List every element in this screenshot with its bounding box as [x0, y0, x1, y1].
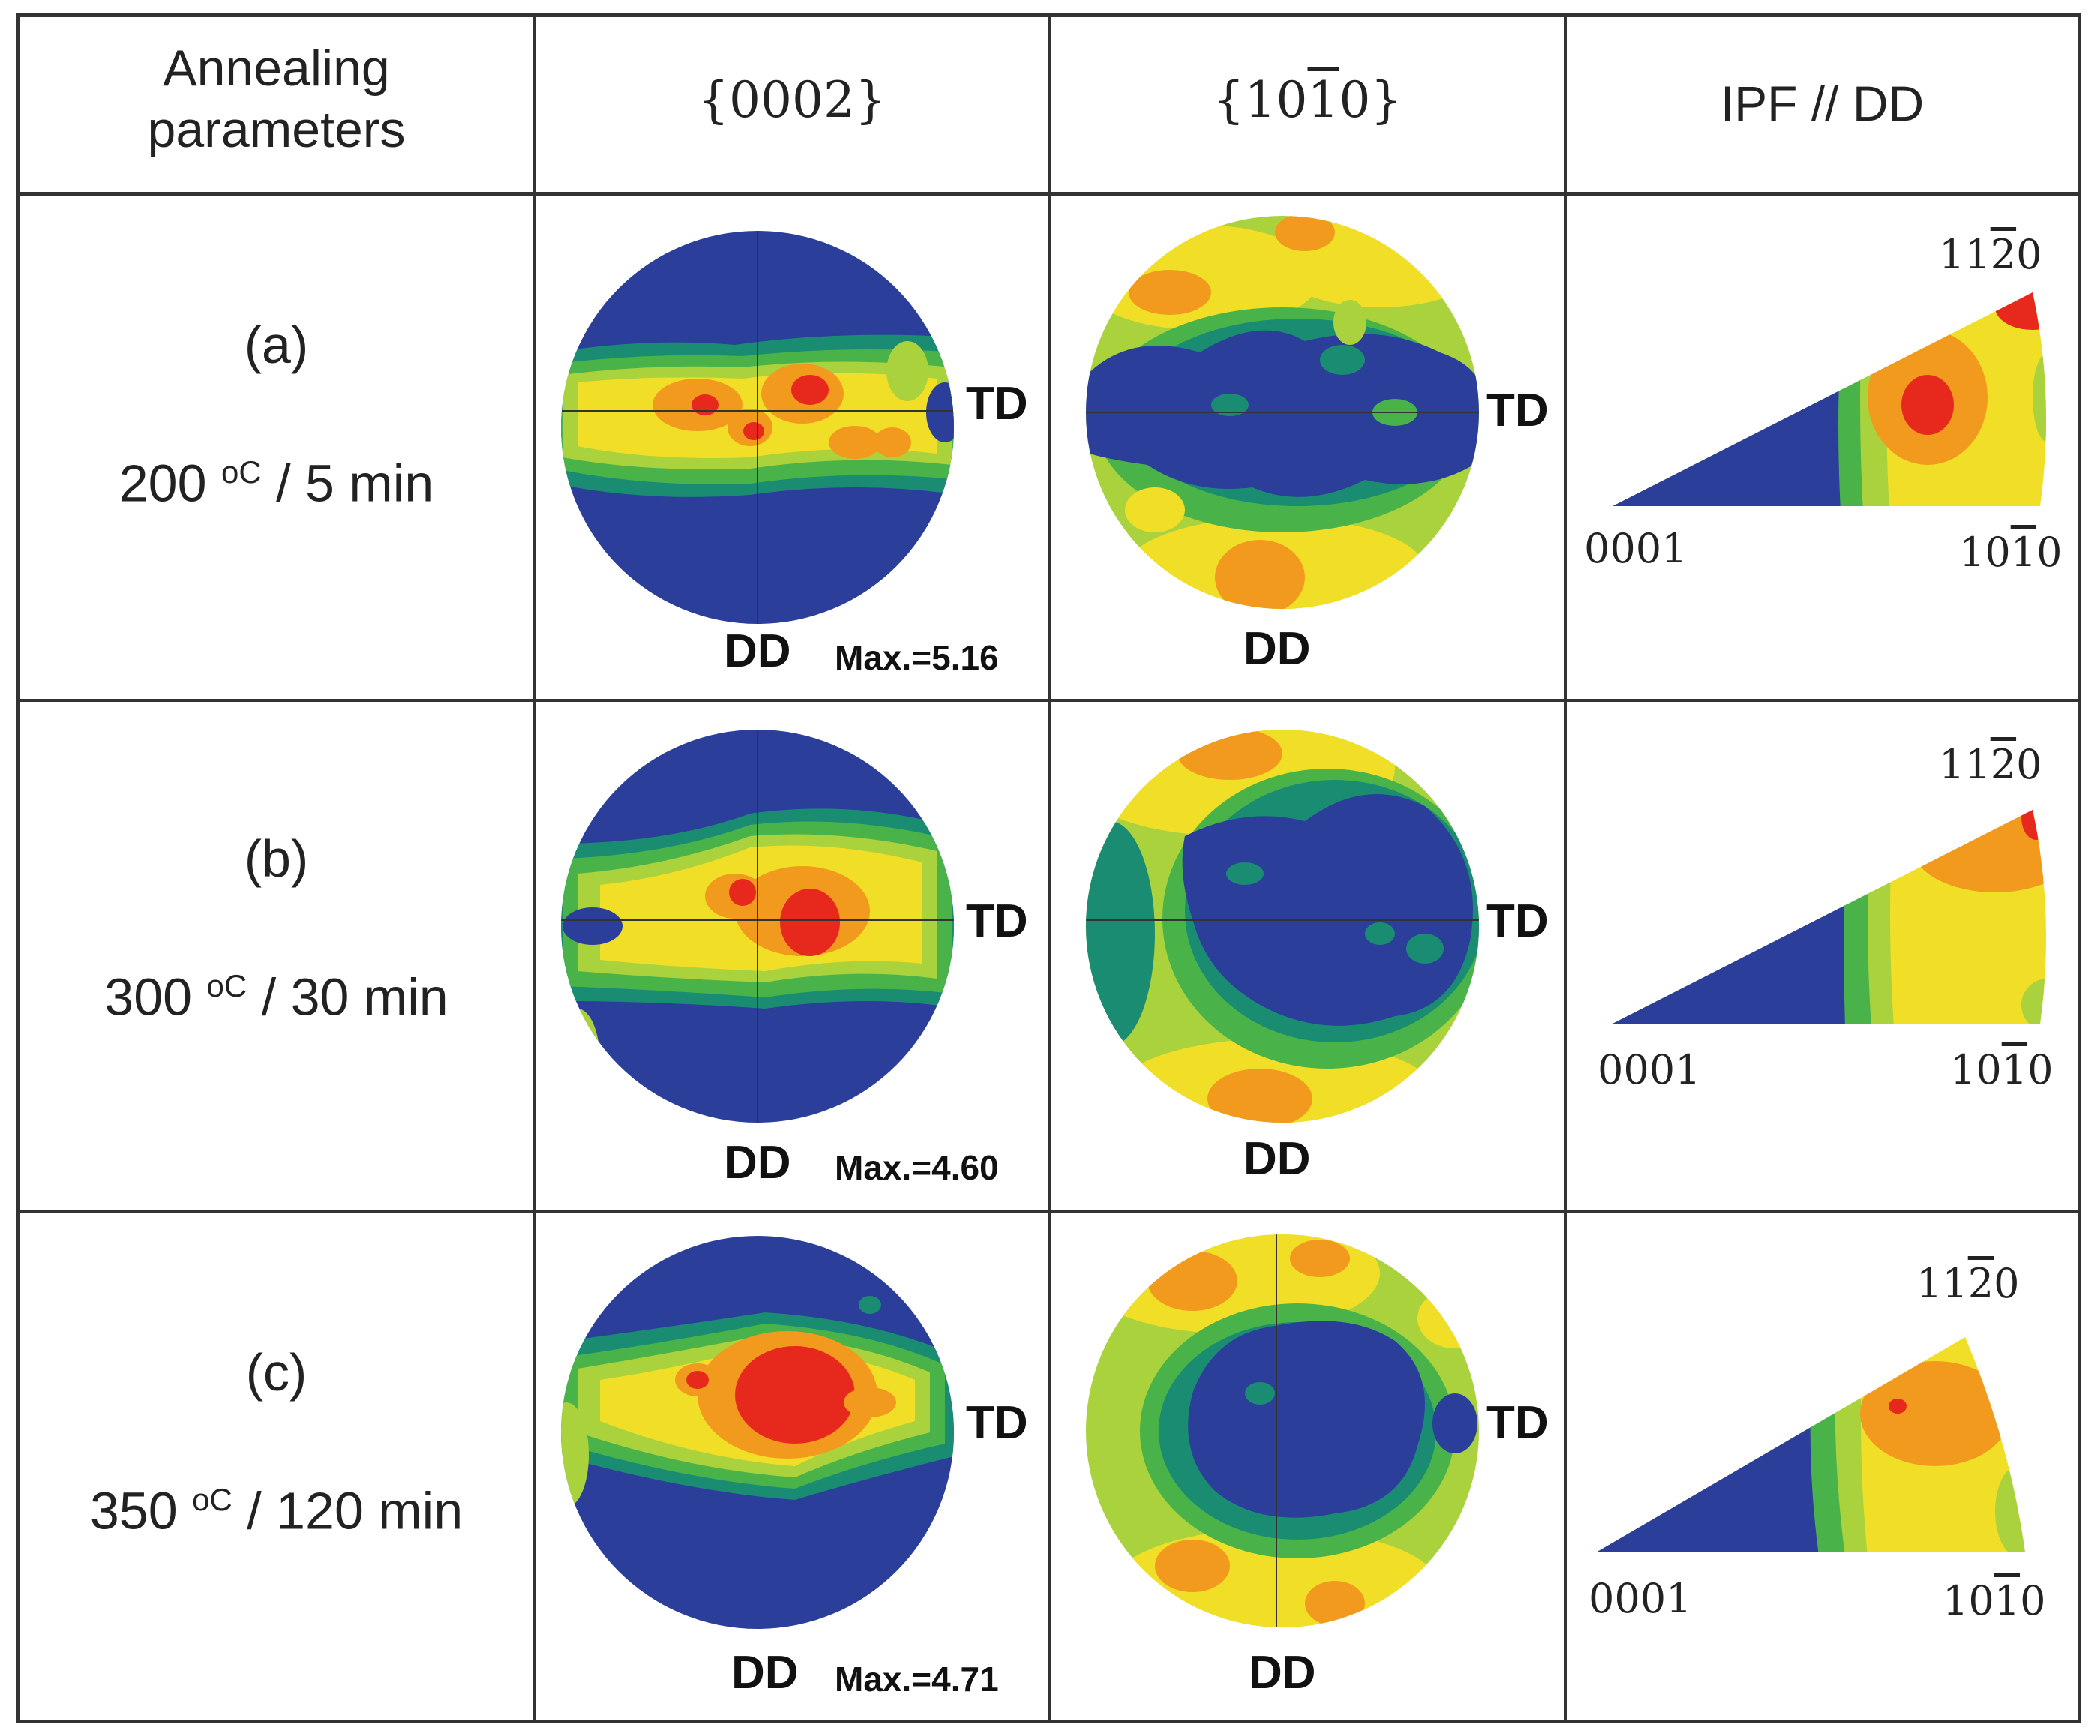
ipf-label-11-20-c: 1120	[1916, 1260, 2020, 1307]
ipf-label-10-10-c: 1010	[1942, 1577, 2046, 1624]
pole-figure-10-10-b	[1086, 730, 1479, 1123]
td-label-0002-a: TD	[966, 378, 1028, 430]
max-value-c: Max.=4.71	[835, 1660, 999, 1699]
pole-figure-10-10-a	[1086, 216, 1479, 609]
row-c-parameters: (c) 350 oC / 120 min	[20, 1301, 532, 1582]
row-b-condition: 300 oC / 30 min	[104, 967, 448, 1027]
max-value-b: Max.=4.60	[835, 1148, 999, 1187]
pole-figure-10-10-c	[1086, 1234, 1479, 1627]
row-divider-1	[16, 699, 2080, 702]
ipf-label-0001-a: 0001	[1584, 525, 1688, 572]
ipf-triangle-c	[1596, 1337, 2025, 1552]
table-border-right	[2078, 13, 2081, 1723]
column-divider-3	[1564, 13, 1567, 1723]
pole-figure-0002-b	[561, 730, 954, 1123]
ipf-label-10-10-a: 1010	[1959, 529, 2062, 576]
dd-label-10-10-b: DD	[1244, 1133, 1311, 1185]
ipf-label-11-20-b: 1120	[1939, 741, 2042, 788]
dd-label-0002-a: DD	[724, 625, 791, 677]
ipf-triangle-b	[1612, 810, 2046, 1024]
ipf-label-11-20-a: 1120	[1939, 231, 2042, 278]
td-label-10-10-c: TD	[1486, 1397, 1549, 1449]
ipf-label-10-10-b: 1010	[1950, 1046, 2054, 1093]
header-ipf-dd: IPF // DD	[1720, 76, 1924, 131]
ipf-label-0001-c: 0001	[1588, 1575, 1692, 1622]
td-label-0002-b: TD	[966, 895, 1028, 947]
row-b-parameters: (b) 300 oC / 30 min	[20, 787, 532, 1068]
ipf-triangle-a	[1612, 292, 2046, 506]
header-pole-0002: {0002}	[698, 71, 886, 129]
table-border-left	[16, 13, 20, 1723]
row-b-label: (b)	[244, 829, 309, 888]
dd-label-10-10-a: DD	[1244, 623, 1311, 675]
row-a-label: (a)	[244, 316, 309, 374]
row-divider-2	[16, 1210, 2080, 1213]
column-divider-2	[1048, 13, 1052, 1723]
row-a-parameters: (a) 200 oC / 5 min	[20, 274, 532, 554]
pole-figure-0002-a	[561, 231, 954, 624]
header-pole-10-10: {1010}	[1213, 71, 1402, 129]
max-value-a: Max.=5.16	[835, 638, 999, 677]
td-label-0002-c: TD	[966, 1397, 1028, 1449]
dd-label-0002-c: DD	[731, 1647, 799, 1699]
row-a-condition: 200 oC / 5 min	[118, 454, 434, 513]
row-c-condition: 350 oC / 120 min	[89, 1481, 464, 1540]
td-label-10-10-a: TD	[1486, 385, 1549, 436]
dd-label-0002-b: DD	[724, 1137, 791, 1189]
row-divider-header	[16, 192, 2080, 196]
td-label-10-10-b: TD	[1486, 895, 1549, 947]
dd-label-10-10-c: DD	[1249, 1647, 1316, 1699]
column-divider-1	[532, 13, 536, 1723]
ipf-label-0001-b: 0001	[1598, 1046, 1701, 1093]
row-c-label: (c)	[245, 1343, 308, 1402]
header-annealing-parameters: Annealing parameters	[147, 40, 406, 158]
pole-figure-0002-c	[561, 1236, 954, 1629]
